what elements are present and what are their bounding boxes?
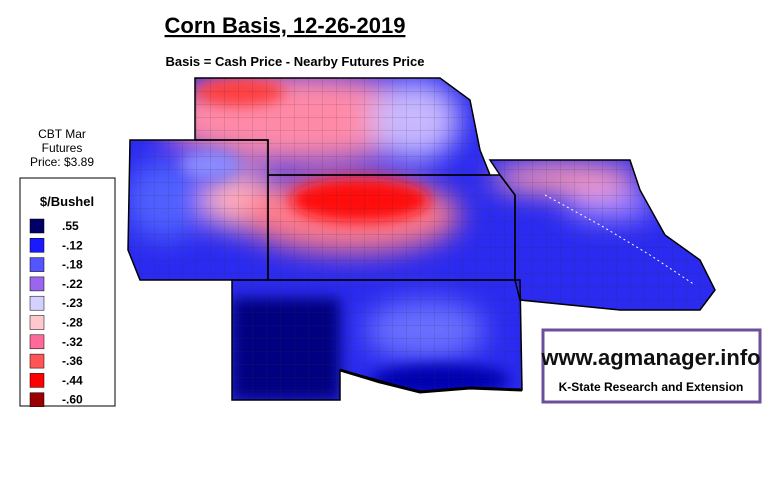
map-subtitle: Basis = Cash Price - Nearby Futures Pric…	[165, 54, 424, 69]
futures-line: Price: $3.89	[30, 155, 94, 169]
legend-swatch	[29, 295, 45, 311]
logo-org: K-State Research and Extension	[559, 380, 744, 394]
legend-box	[19, 177, 116, 407]
legend-swatch	[29, 392, 45, 407]
legend-label: -.60	[62, 393, 83, 407]
legend-label: .55	[62, 219, 79, 233]
legend-swatch	[29, 334, 45, 350]
legend-label: -.32	[62, 335, 83, 349]
legend-swatch	[29, 257, 45, 272]
legend-swatch	[29, 373, 45, 388]
logo-box	[541, 328, 762, 404]
futures-line: CBT Mar	[38, 127, 86, 141]
logo-url[interactable]: www.agmanager.info	[540, 345, 760, 370]
legend-label: -.44	[62, 373, 83, 387]
map-title: Corn Basis, 12-26-2019	[165, 13, 406, 38]
legend: .55 -.12 -.18 -.22 -.23 -.28 -.32 -.36 -.44 -.60	[29, 218, 83, 407]
legend-label: -.22	[62, 277, 83, 291]
state-borders	[127, 77, 716, 401]
futures-line: Futures	[42, 141, 83, 155]
legend-label: -.36	[62, 354, 83, 368]
legend-label: -.23	[62, 296, 83, 310]
legend-swatch	[29, 315, 45, 330]
legend-label: -.18	[62, 258, 83, 272]
legend-swatch	[29, 238, 45, 253]
legend-swatch	[29, 218, 45, 234]
legend-swatch	[29, 353, 45, 369]
legend-title: $/Bushel	[40, 194, 94, 209]
legend-label: -.28	[62, 316, 83, 330]
legend-label: -.12	[62, 238, 83, 252]
legend-swatch	[29, 276, 45, 292]
